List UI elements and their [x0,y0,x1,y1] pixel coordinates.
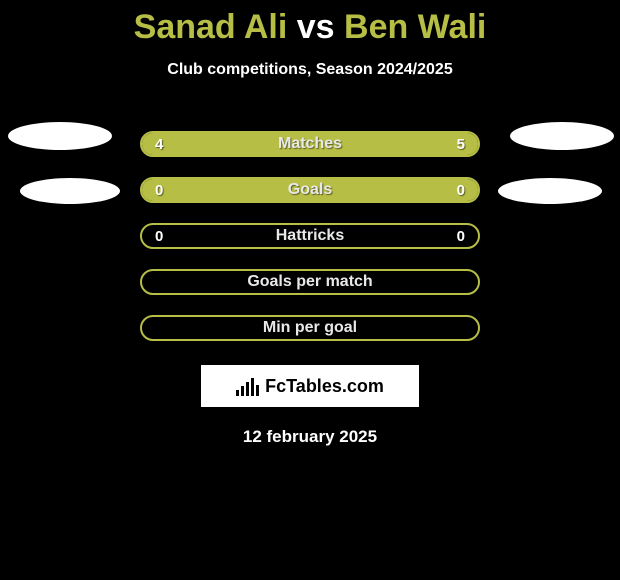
stat-value-left: 0 [155,228,163,245]
brand-box[interactable]: FcTables.com [201,365,419,407]
player1-name: Sanad Ali [134,8,288,46]
stat-bar: Goals [140,177,480,203]
brand-chart-icon [236,376,259,396]
vs-text: vs [297,8,335,46]
stat-row: 0 Hattricks 0 [0,213,620,259]
stat-row: Min per goal [0,305,620,351]
stat-bar: Matches [140,131,480,157]
stat-rows: 4 Matches 5 0 Goals 0 0 Hattricks 0 Goals per mat… [0,121,620,351]
brand-text: FcTables.com [265,376,384,397]
stat-label: Hattricks [276,227,344,245]
comparison-title: Sanad Ali vs Ben Wali [0,0,620,47]
stat-row: 0 Goals 0 [0,167,620,213]
stat-bar-fill-left [142,133,290,155]
stat-value-right: 0 [457,182,465,199]
stat-value-right: 5 [457,136,465,153]
stat-row: Goals per match [0,259,620,305]
stat-bar: Hattricks [140,223,480,249]
stat-label: Goals per match [247,273,372,291]
stat-value-left: 0 [155,182,163,199]
stat-label: Matches [278,135,342,153]
stat-bar: Goals per match [140,269,480,295]
date-text: 12 february 2025 [0,427,620,447]
stat-row: 4 Matches 5 [0,121,620,167]
stat-label: Min per goal [263,319,357,337]
stat-label: Goals [288,181,332,199]
stat-value-left: 4 [155,136,163,153]
subtitle: Club competitions, Season 2024/2025 [0,61,620,79]
stat-value-right: 0 [457,228,465,245]
player2-name: Ben Wali [344,8,486,46]
stat-bar: Min per goal [140,315,480,341]
